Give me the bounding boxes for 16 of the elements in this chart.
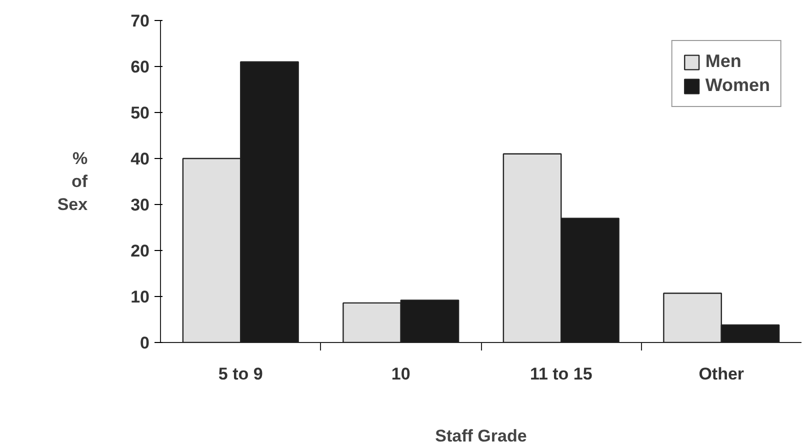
legend-label: Men [705,51,742,72]
x-tick-label: 10 [391,364,410,384]
legend-label: Women [705,75,770,96]
y-tick-label: 40 [130,150,150,168]
y-tick-label: 30 [130,196,150,214]
y-tick-label: 50 [130,104,150,122]
y-tick-label: 60 [130,58,150,76]
y-tick-label: 70 [130,12,150,30]
y-tick-label: 20 [130,242,150,260]
y-tick-label: 0 [140,334,150,352]
x-axis-title: Staff Grade [435,426,527,446]
x-tick-label: 5 to 9 [218,364,263,384]
y-tick-label: 10 [130,288,150,306]
x-tick-label: Other [698,364,744,384]
y-axis-title: % of Sex [57,149,88,214]
x-tick-label: 11 to 15 [530,364,592,384]
